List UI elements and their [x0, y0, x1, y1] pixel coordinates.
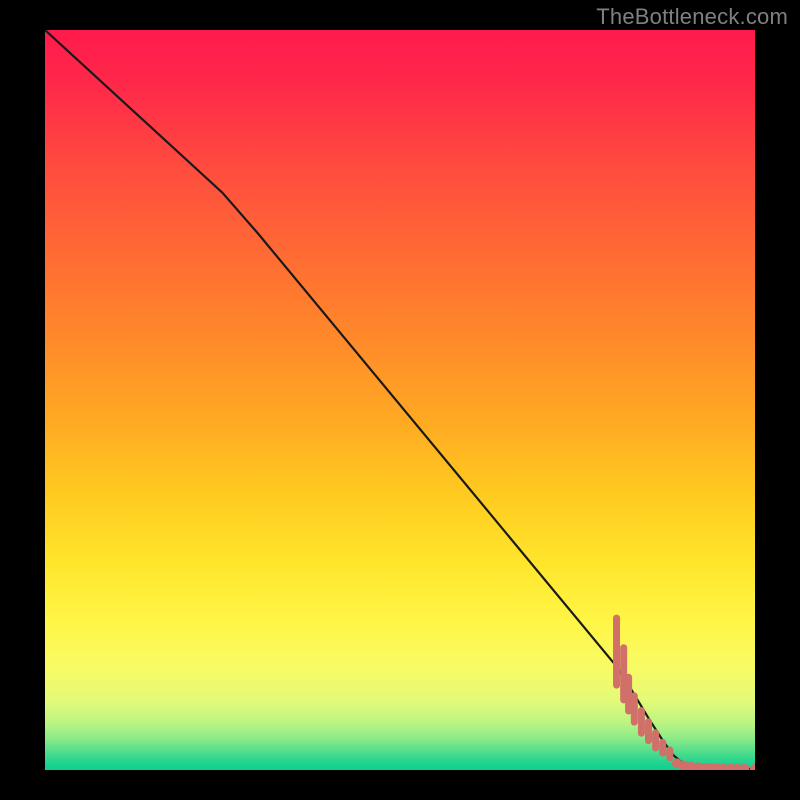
chart-overlay [45, 30, 755, 770]
data-markers [613, 615, 755, 770]
plot-area [45, 30, 755, 770]
marker-bar [659, 739, 666, 757]
marker-dot [739, 764, 749, 770]
marker-bar [613, 615, 620, 689]
marker-bar [666, 746, 673, 761]
marker-bar [652, 729, 659, 751]
marker-bar [638, 707, 645, 737]
chart-frame: TheBottleneck.com [0, 0, 800, 800]
marker-bar [645, 718, 652, 744]
marker-dot [750, 764, 755, 770]
marker-bar [631, 692, 638, 725]
curve-line [45, 30, 755, 769]
watermark-text: TheBottleneck.com [596, 4, 788, 30]
